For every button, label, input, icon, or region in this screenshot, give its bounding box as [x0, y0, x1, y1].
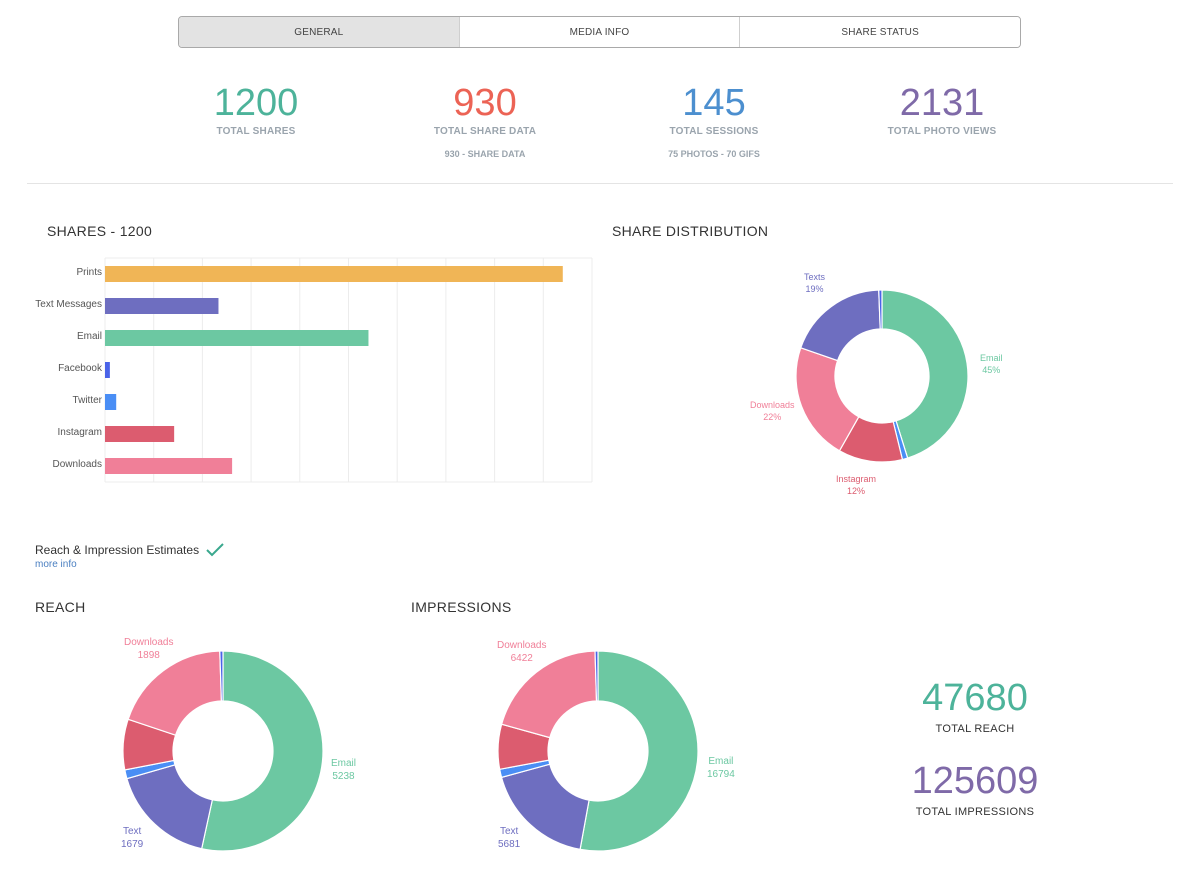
- slice-label-name: Texts: [804, 272, 826, 282]
- bar-downloads[interactable]: [105, 458, 233, 474]
- slice-label-instagram: Instagram 12%: [836, 473, 876, 497]
- slice-label-value: 6422: [510, 653, 533, 664]
- slice-facebook[interactable]: [878, 289, 883, 330]
- total-impressions: 125609 TOTAL IMPRESSIONS: [875, 760, 1075, 818]
- more-info-link[interactable]: more info: [35, 559, 77, 570]
- distribution-title: SHARE DISTRIBUTION: [612, 223, 769, 239]
- tab-share-status[interactable]: SHARE STATUS: [740, 17, 1020, 47]
- bar-label-instagram: Instagram: [57, 427, 102, 438]
- slice-label-texts: Texts 19%: [804, 271, 825, 295]
- slice-label-value: 1679: [121, 839, 144, 850]
- bar-prints[interactable]: [105, 266, 563, 282]
- share-distribution-donut: [795, 289, 969, 463]
- total-reach-value: 47680: [922, 677, 1028, 719]
- stats-row: 1200 TOTAL SHARES 930 TOTAL SHARE DATA 9…: [0, 82, 1200, 172]
- slice-label-value: 5238: [332, 771, 355, 782]
- slice-label-value: 12%: [847, 486, 866, 496]
- slice-label-name: Email: [331, 758, 357, 769]
- shares-bar-chart: [104, 257, 593, 483]
- stat-total-share-data: 930 TOTAL SHARE DATA 930 - SHARE DATA: [365, 82, 605, 159]
- section-divider: [27, 183, 1173, 184]
- shares-title: SHARES - 1200: [47, 223, 153, 239]
- total-reach-label: TOTAL REACH: [935, 723, 1015, 735]
- slice-email[interactable]: [881, 289, 969, 459]
- stat-sub: 930 - SHARE DATA: [444, 149, 526, 159]
- impressions-title: IMPRESSIONS: [411, 599, 512, 615]
- stat-total-shares: 1200 TOTAL SHARES: [136, 82, 376, 137]
- slice-label-email: Email 5238: [331, 757, 356, 783]
- stat-total-sessions: 145 TOTAL SESSIONS 75 PHOTOS - 70 GIFS: [594, 82, 834, 159]
- bar-label-twitter: Twitter: [72, 395, 102, 406]
- slice-label-email: Email 45%: [980, 352, 1003, 376]
- bar-label-text-messages: Text Messages: [35, 299, 102, 310]
- total-impressions-label: TOTAL IMPRESSIONS: [915, 806, 1035, 818]
- slice-label-value: 45%: [982, 365, 1001, 375]
- slice-downloads[interactable]: [127, 650, 223, 736]
- bar-instagram[interactable]: [105, 426, 175, 442]
- bar-label-email: Email: [76, 331, 102, 342]
- bar-label-facebook: Facebook: [58, 363, 102, 374]
- slice-email[interactable]: [579, 650, 699, 852]
- stat-sub: 75 PHOTOS - 70 GIFS: [668, 149, 760, 159]
- stat-total-photo-views: 2131 TOTAL PHOTO VIEWS: [822, 82, 1062, 137]
- total-impressions-value: 125609: [911, 760, 1039, 802]
- tab-bar: GENERAL MEDIA INFO SHARE STATUS: [178, 16, 1021, 48]
- bar-label-prints: Prints: [76, 267, 102, 278]
- slice-label-name: Downloads: [750, 400, 795, 410]
- tab-general[interactable]: GENERAL: [179, 17, 460, 47]
- slice-label-text: Text 5681: [498, 825, 520, 851]
- slice-label-value: 16794: [707, 769, 735, 780]
- slice-label-name: Text: [122, 826, 142, 837]
- checkmark-icon: [206, 543, 224, 557]
- slice-label-email: Email 16794: [707, 755, 735, 781]
- estimates-row: Reach & Impression Estimates: [35, 542, 225, 558]
- slice-label-downloads: Downloads 22%: [750, 399, 795, 423]
- stat-label: TOTAL SHARES: [216, 126, 296, 137]
- slice-email[interactable]: [200, 650, 324, 852]
- slice-label-name: Email: [708, 756, 734, 767]
- estimates-label: Reach & Impression Estimates: [35, 543, 200, 557]
- tab-media-info[interactable]: MEDIA INFO: [459, 17, 741, 47]
- stat-value: 930: [453, 82, 517, 124]
- bar-facebook[interactable]: [105, 362, 110, 378]
- slice-label-name: Downloads: [497, 640, 547, 651]
- stat-label: TOTAL SESSIONS: [669, 126, 759, 137]
- bar-text-messages[interactable]: [105, 298, 219, 314]
- reach-title: REACH: [35, 599, 86, 615]
- slice-label-value: 22%: [763, 412, 782, 422]
- slice-label-text: Text 1679: [121, 825, 143, 851]
- slice-downloads[interactable]: [500, 650, 598, 739]
- slice-label-downloads: Downloads 1898: [124, 636, 173, 662]
- slice-label-value: 19%: [805, 284, 824, 294]
- stat-value: 2131: [899, 82, 985, 124]
- slice-facebook[interactable]: [594, 650, 599, 702]
- stat-label: TOTAL PHOTO VIEWS: [887, 126, 997, 137]
- slice-facebook[interactable]: [219, 650, 224, 702]
- bar-twitter[interactable]: [105, 394, 117, 410]
- slice-label-value: 1898: [137, 650, 160, 661]
- slice-label-name: Text: [499, 826, 519, 837]
- bar-email[interactable]: [105, 330, 369, 346]
- reach-donut: [122, 650, 324, 852]
- slice-label-value: 5681: [498, 839, 521, 850]
- slice-texts[interactable]: [799, 289, 881, 362]
- stat-label: TOTAL SHARE DATA: [433, 126, 537, 137]
- bar-label-downloads: Downloads: [52, 459, 102, 470]
- slice-label-downloads: Downloads 6422: [497, 639, 546, 665]
- stat-value: 145: [682, 82, 746, 124]
- slice-label-name: Downloads: [124, 637, 174, 648]
- impressions-donut: [497, 650, 699, 852]
- slice-label-name: Email: [980, 353, 1003, 363]
- stat-value: 1200: [213, 82, 299, 124]
- slice-label-name: Instagram: [836, 474, 877, 484]
- total-reach: 47680 TOTAL REACH: [875, 677, 1075, 735]
